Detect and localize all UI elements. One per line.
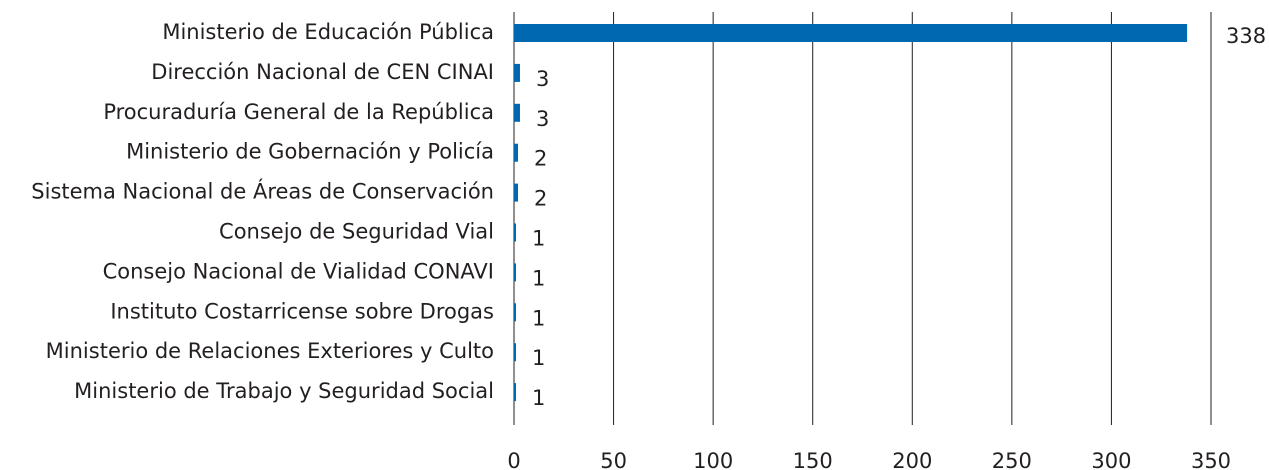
x-tick-label: 350 (1191, 449, 1231, 470)
category-label: Consejo Nacional de Vialidad CONAVI (103, 259, 494, 283)
x-tick-label: 50 (600, 449, 627, 470)
x-tick-label: 0 (507, 449, 520, 470)
x-tick-label: 300 (1091, 449, 1131, 470)
bar (514, 24, 1188, 42)
category-label: Ministerio de Trabajo y Seguridad Social (74, 379, 494, 403)
value-label: 2 (534, 147, 547, 171)
bar (514, 343, 516, 362)
category-label: Procuraduría General de la República (103, 100, 494, 124)
category-label: Instituto Costarricense sobre Drogas (110, 299, 494, 323)
bar (514, 183, 518, 202)
value-label: 338 (1226, 24, 1266, 48)
category-label: Dirección Nacional de CEN CINAI (151, 60, 494, 84)
category-label: Sistema Nacional de Áreas de Conservació… (31, 179, 494, 204)
bar (514, 63, 520, 82)
category-label: Ministerio de Relaciones Exteriores y Cu… (46, 339, 494, 363)
bar (514, 383, 516, 402)
bar (514, 223, 516, 242)
value-label: 1 (532, 227, 545, 251)
bar (514, 143, 518, 162)
value-label: 3 (536, 67, 549, 91)
x-tick-label: 100 (693, 449, 733, 470)
x-tick-label: 200 (892, 449, 932, 470)
value-label: 1 (532, 306, 545, 330)
value-label: 1 (532, 386, 545, 410)
category-label: Ministerio de Educación Pública (162, 20, 494, 44)
bar (514, 303, 516, 322)
category-label: Consejo de Seguridad Vial (219, 220, 494, 244)
value-label: 1 (532, 346, 545, 370)
value-label: 2 (534, 187, 547, 211)
value-label: 1 (532, 266, 545, 290)
category-label: Ministerio de Gobernación y Policía (126, 140, 494, 164)
bar (514, 103, 520, 122)
value-label: 3 (536, 107, 549, 131)
x-tick-label: 250 (992, 449, 1032, 470)
x-tick-label: 150 (793, 449, 833, 470)
bar (514, 263, 516, 282)
